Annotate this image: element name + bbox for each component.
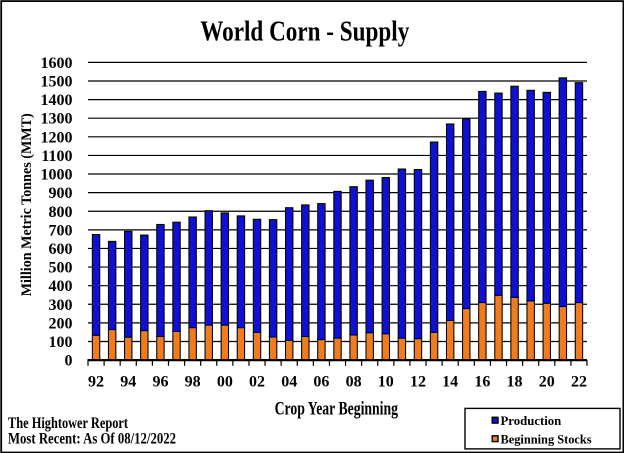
svg-text:1000: 1000	[41, 167, 73, 184]
svg-text:1200: 1200	[41, 129, 73, 146]
svg-text:900: 900	[49, 185, 73, 202]
svg-text:20: 20	[539, 373, 555, 390]
svg-text:16: 16	[474, 373, 490, 390]
svg-text:Million Metric Tonnes (MMT): Million Metric Tonnes (MMT)	[19, 113, 35, 296]
svg-text:06: 06	[313, 373, 329, 390]
svg-text:1400: 1400	[41, 92, 73, 109]
svg-text:500: 500	[49, 260, 73, 277]
svg-text:18: 18	[507, 373, 523, 390]
svg-text:02: 02	[249, 373, 265, 390]
svg-text:1500: 1500	[41, 74, 73, 91]
svg-text:04: 04	[281, 373, 297, 390]
svg-text:08: 08	[346, 373, 362, 390]
svg-text:98: 98	[185, 373, 201, 390]
svg-text:0: 0	[65, 353, 73, 370]
svg-text:1600: 1600	[41, 55, 73, 72]
svg-text:92: 92	[88, 373, 104, 390]
svg-text:700: 700	[49, 222, 73, 239]
svg-text:94: 94	[120, 373, 136, 390]
svg-text:100: 100	[49, 334, 73, 351]
svg-text:1100: 1100	[41, 148, 72, 165]
svg-text:Most Recent: As Of 08/12/2022: Most Recent: As Of 08/12/2022	[8, 430, 176, 447]
svg-text:Production: Production	[501, 413, 563, 428]
svg-text:The Hightower Report: The Hightower Report	[8, 415, 129, 432]
svg-text:12: 12	[410, 373, 426, 390]
svg-text:400: 400	[49, 278, 73, 295]
svg-text:96: 96	[152, 373, 168, 390]
svg-text:World Corn - Supply: World Corn - Supply	[200, 16, 409, 47]
svg-text:600: 600	[49, 241, 73, 258]
svg-text:200: 200	[49, 315, 73, 332]
svg-text:Crop Year Beginning: Crop Year Beginning	[275, 399, 399, 420]
svg-text:00: 00	[217, 373, 233, 390]
svg-text:800: 800	[49, 204, 73, 221]
svg-text:10: 10	[378, 373, 394, 390]
svg-text:1300: 1300	[41, 111, 73, 128]
svg-text:Beginning Stocks: Beginning Stocks	[501, 432, 592, 447]
svg-text:22: 22	[571, 373, 587, 390]
svg-text:300: 300	[49, 297, 73, 314]
svg-text:14: 14	[442, 373, 458, 390]
